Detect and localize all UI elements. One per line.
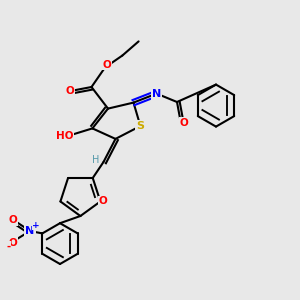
- Text: O: O: [9, 215, 18, 225]
- Text: H: H: [92, 154, 100, 165]
- Text: -: -: [7, 242, 11, 252]
- Text: O: O: [98, 196, 107, 206]
- Text: O: O: [102, 59, 111, 70]
- Text: N: N: [152, 88, 161, 99]
- Text: N: N: [26, 226, 34, 236]
- Text: +: +: [32, 221, 40, 230]
- Text: S: S: [136, 121, 144, 131]
- Text: O: O: [65, 85, 74, 96]
- Text: HO: HO: [56, 130, 73, 141]
- Text: O: O: [180, 118, 189, 128]
- Text: O: O: [8, 238, 17, 248]
